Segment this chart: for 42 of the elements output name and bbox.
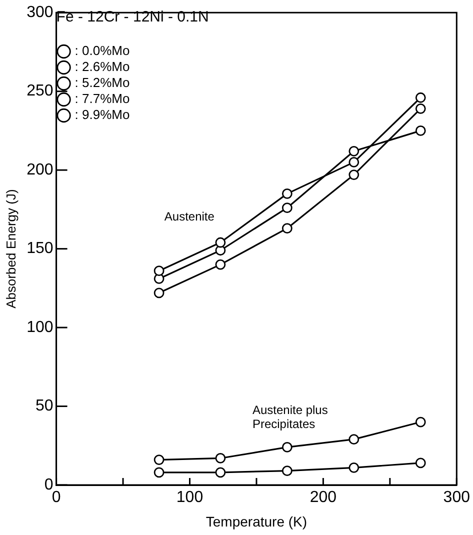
point xyxy=(154,266,164,276)
y-tick-label: 200 xyxy=(26,161,54,178)
point xyxy=(348,434,360,445)
point xyxy=(154,288,164,298)
legend-label: : 5.2%Mo xyxy=(74,75,130,90)
point xyxy=(282,223,292,234)
point xyxy=(215,259,226,270)
point xyxy=(415,416,426,428)
x-tick-label: 200 xyxy=(310,489,337,506)
point xyxy=(282,188,292,199)
annotation: Austenite plus Precipitates xyxy=(252,403,328,432)
point xyxy=(415,126,426,136)
point xyxy=(415,458,426,468)
point xyxy=(282,466,292,476)
y-tick-label: 100 xyxy=(26,318,54,336)
point xyxy=(282,202,292,214)
x-axis-title: Temperature (K) xyxy=(206,513,308,530)
y-tick-label: 0 xyxy=(44,476,54,494)
legend-label: : 0.0%Mo xyxy=(74,43,130,58)
legend-label: : 9.9%Mo xyxy=(74,107,130,122)
y-tick-label: 250 xyxy=(26,82,54,100)
y-tick-label: 150 xyxy=(26,240,54,258)
point xyxy=(154,454,164,466)
point xyxy=(215,453,226,464)
point xyxy=(415,92,426,103)
legend-label: : 7.7%Mo xyxy=(74,91,130,106)
point xyxy=(348,170,360,180)
point xyxy=(348,156,360,168)
point xyxy=(348,146,360,156)
y-tick-label: 50 xyxy=(36,398,54,415)
point xyxy=(215,467,226,478)
point xyxy=(415,103,426,114)
point xyxy=(348,462,360,473)
annotation: Austenite xyxy=(164,209,215,224)
y-tick-label: 300 xyxy=(26,4,54,22)
legend-label: : 2.6%Mo xyxy=(74,59,130,74)
x-tick-label: 100 xyxy=(176,489,204,506)
x-tick-label: 300 xyxy=(443,489,470,506)
point xyxy=(282,442,292,452)
y-axis-title: Absorbed Energy (J) xyxy=(3,189,18,308)
point xyxy=(215,237,226,248)
point xyxy=(154,467,164,478)
